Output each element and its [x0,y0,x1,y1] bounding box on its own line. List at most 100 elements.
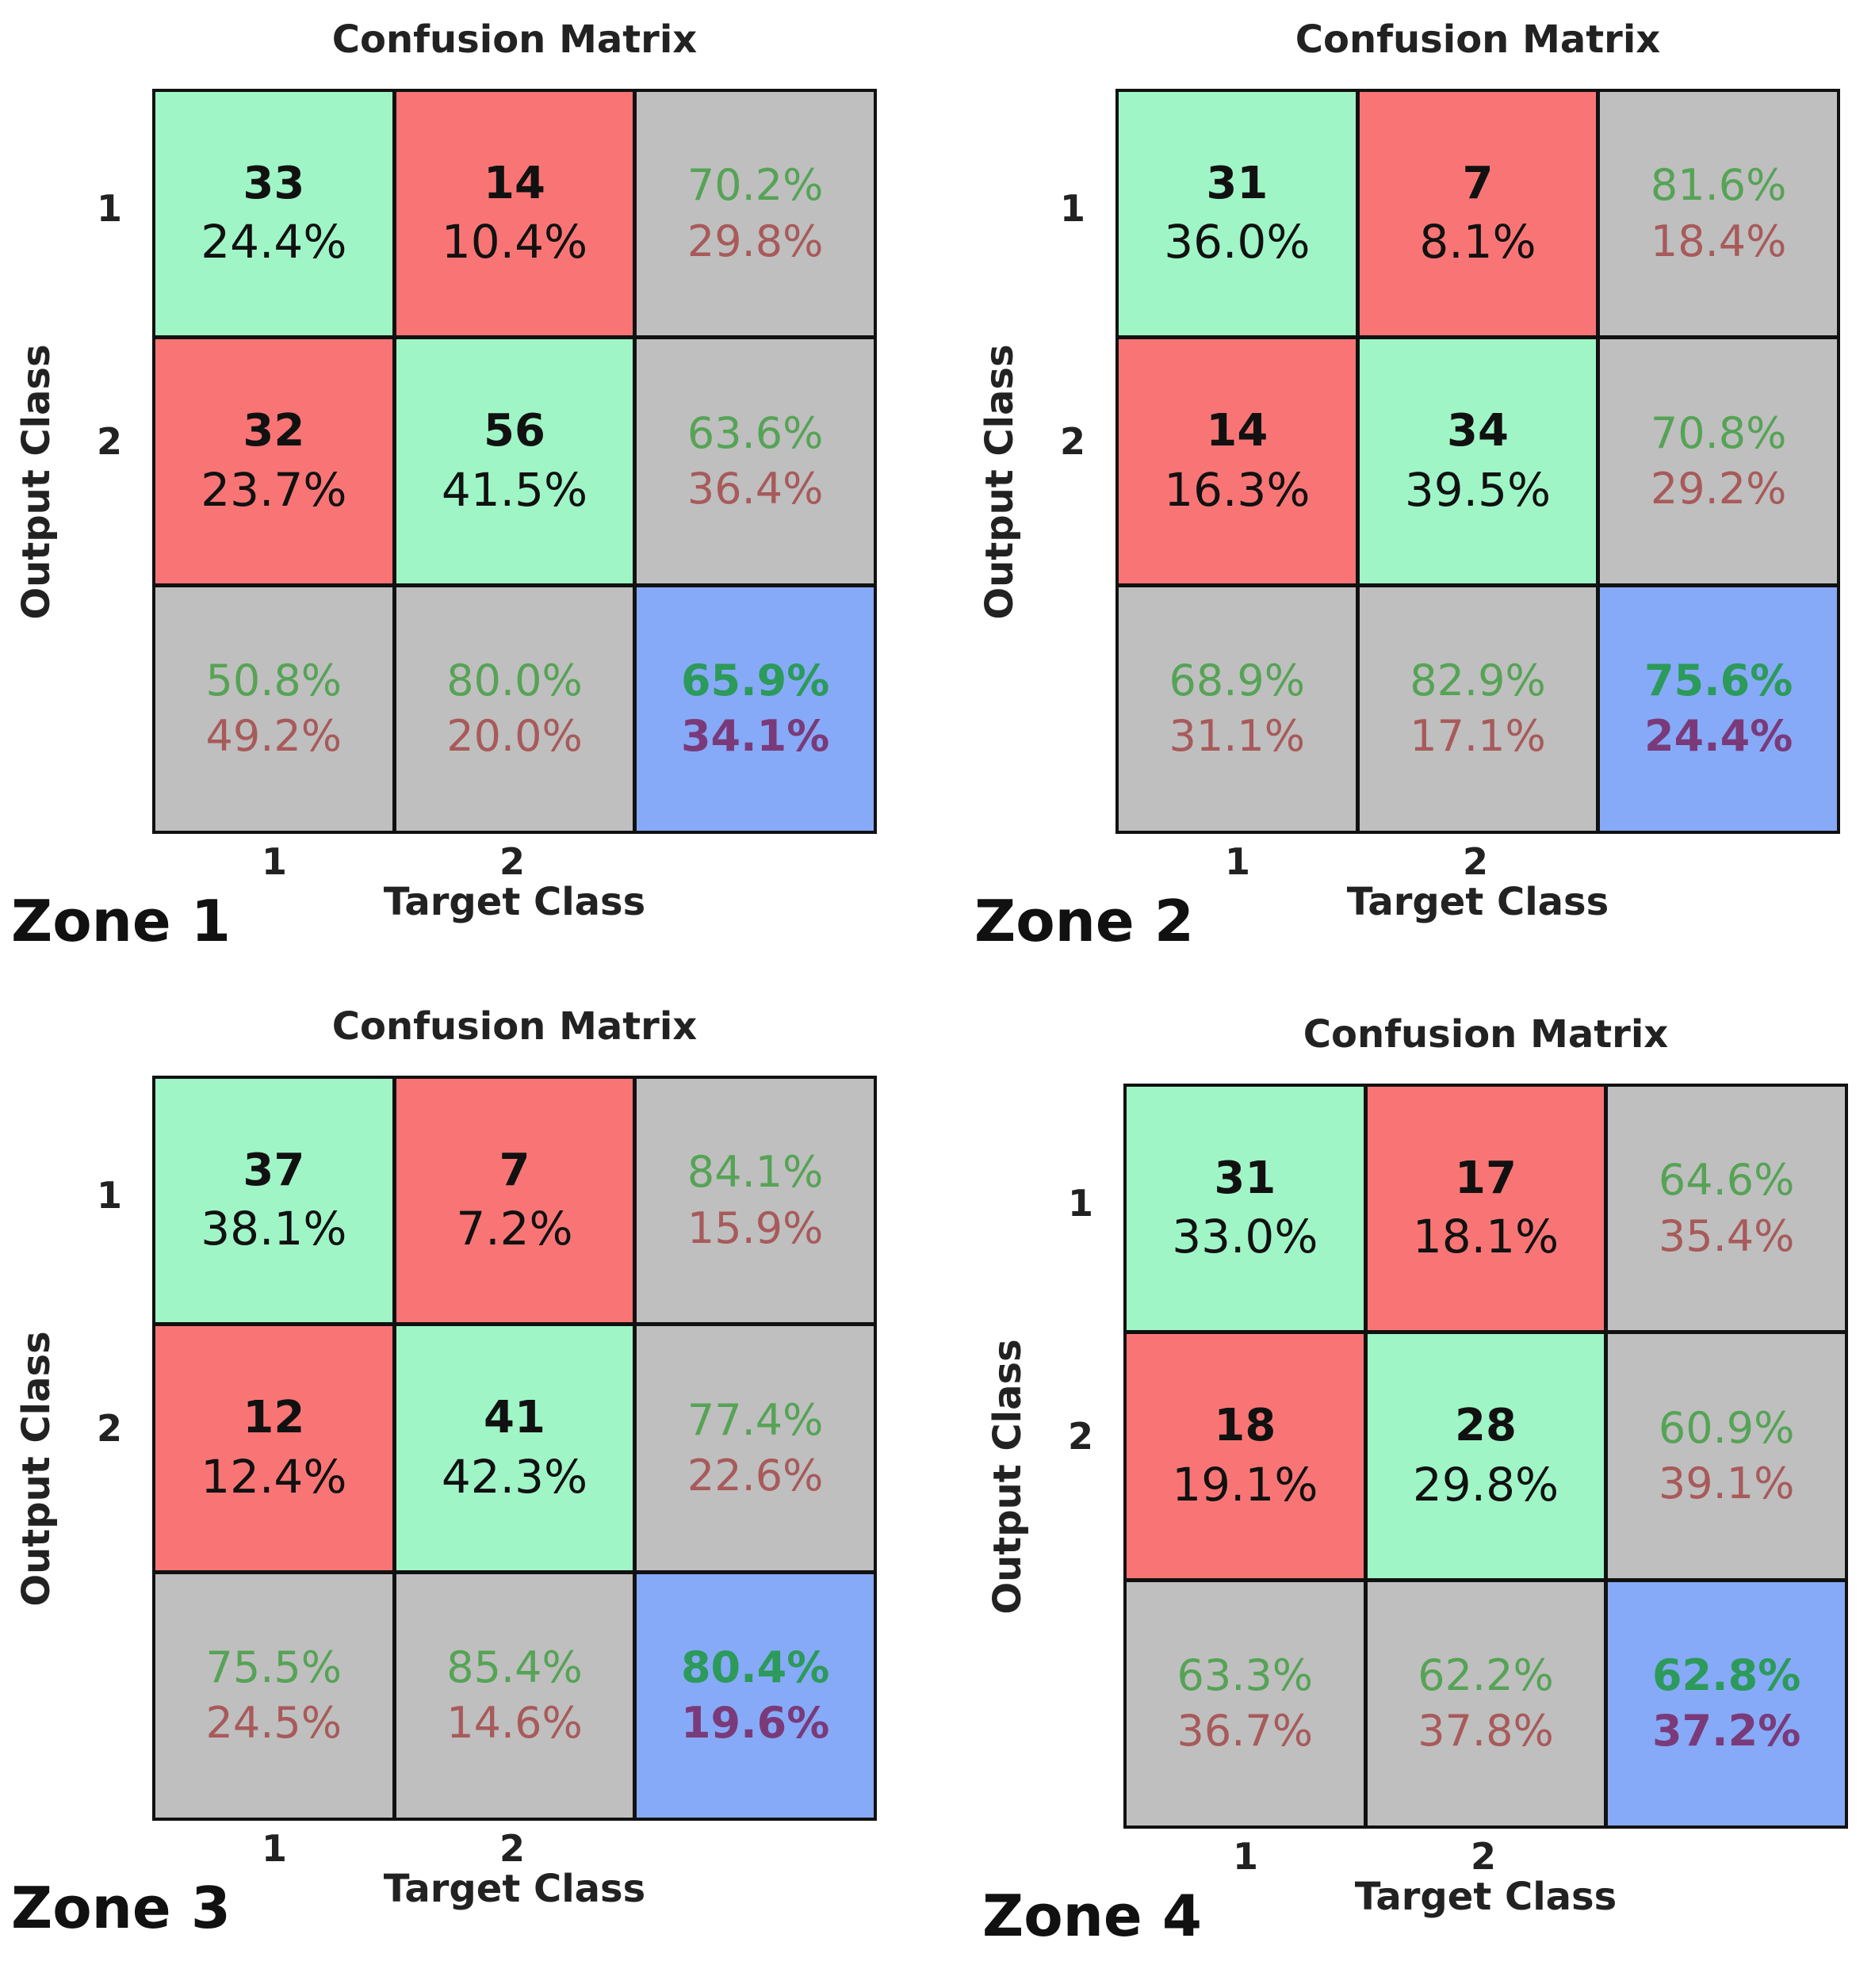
cell-count: 32 [243,404,305,457]
row-summary-cell: 63.6% 36.4% [637,339,874,583]
y-tick-label: 1 [97,1174,123,1217]
error-label: 15.9% [687,1202,824,1253]
cell-count: 12 [243,1391,305,1443]
error-label: 20.0% [446,711,583,762]
cell-percent: 18.1% [1412,1210,1559,1264]
accuracy-label: 77.4% [687,1394,824,1445]
correct-cell: 31 33.0% [1127,1087,1364,1331]
misclassified-cell: 12 12.4% [155,1326,392,1570]
y-tick-label: 2 [97,1407,123,1450]
correct-cell: 33 24.4% [155,92,392,336]
accuracy-label: 75.5% [205,1642,342,1693]
accuracy-label: 70.8% [1650,407,1787,458]
column-summary-cell: 63.3% 36.7% [1127,1581,1364,1826]
chart-title: Confusion Matrix [1303,1012,1669,1057]
row-summary-cell: 84.1% 15.9% [637,1079,874,1323]
overall-error: 19.6% [680,1698,830,1749]
chart-title: Confusion Matrix [1295,17,1661,62]
zone-label: Zone 2 [974,888,1194,954]
cell-count: 31 [1206,157,1268,209]
matrix-grid: 31 33.0% 17 18.1% 64.6% 35.4% 18 19.1% 28 29.8% 60… [1123,1084,1848,1829]
cell-count: 14 [484,157,545,209]
x-axis-label: Target Class [383,1867,646,1911]
error-label: 35.4% [1658,1210,1795,1261]
error-label: 36.7% [1177,1706,1314,1757]
cell-percent: 39.5% [1404,462,1552,517]
row-summary-cell: 81.6% 18.4% [1600,92,1837,336]
cell-percent: 19.1% [1172,1457,1318,1512]
error-label: 29.2% [1650,463,1787,514]
cell-count: 31 [1214,1152,1276,1204]
x-tick-label: 2 [499,1827,526,1870]
y-tick-label: 2 [1060,420,1086,463]
x-tick-label: 1 [1233,1835,1259,1878]
error-label: 29.8% [687,216,824,266]
misclassified-cell: 17 18.1% [1367,1087,1605,1331]
correct-cell: 34 39.5% [1359,339,1597,583]
column-summary-cell: 85.4% 14.6% [396,1573,633,1818]
matrix-grid: 31 36.0% 7 8.1% 81.6% 18.4% 14 16.3% 34 39.5% 70.8… [1115,89,1840,834]
column-summary-cell: 68.9% 31.1% [1119,587,1356,831]
zone-label: Zone 3 [11,1875,231,1941]
cell-count: 14 [1206,404,1268,457]
accuracy-label: 64.6% [1658,1155,1795,1206]
error-label: 49.2% [205,711,342,762]
misclassified-cell: 32 23.7% [155,339,392,583]
cell-count: 33 [243,157,305,209]
cell-count: 28 [1455,1399,1517,1451]
correct-cell: 31 36.0% [1119,92,1356,336]
chart-title: Confusion Matrix [331,1004,698,1049]
cell-percent: 24.4% [201,215,347,270]
chart-title: Confusion Matrix [331,17,698,62]
error-label: 39.1% [1658,1458,1795,1508]
cell-count: 18 [1214,1399,1276,1451]
correct-cell: 28 29.8% [1367,1334,1605,1578]
x-tick-label: 1 [262,1827,288,1870]
cell-count: 37 [243,1144,305,1196]
error-label: 31.1% [1169,711,1306,762]
overall-cell: 75.6% 24.4% [1600,587,1837,831]
confusion-matrix-panel: Confusion Matrix 33 24.4% 14 10.4% 70.2% 29.8%… [0,0,936,991]
row-summary-cell: 60.9% 39.1% [1608,1334,1845,1578]
confusion-matrix-panel: Confusion Matrix 37 38.1% 7 7.2% 84.1% 15.9% 12… [0,987,936,1978]
y-tick-label: 1 [1068,1182,1094,1225]
misclassified-cell: 14 16.3% [1119,339,1356,583]
misclassified-cell: 7 7.2% [396,1079,633,1323]
error-label: 36.4% [687,463,824,514]
error-label: 22.6% [687,1450,824,1501]
error-label: 24.5% [205,1698,342,1749]
correct-cell: 41 42.3% [396,1326,633,1570]
y-axis-label: Output Class [985,1339,1030,1615]
overall-accuracy: 75.6% [1643,656,1793,706]
misclassified-cell: 14 10.4% [396,92,633,336]
confusion-matrix-panel: Confusion Matrix 31 36.0% 7 8.1% 81.6% 18.4% 14… [963,0,1875,991]
accuracy-label: 81.6% [1650,160,1787,211]
overall-cell: 65.9% 34.1% [637,587,874,831]
overall-accuracy: 65.9% [680,656,830,706]
cell-count: 7 [499,1144,530,1196]
zone-label: Zone 4 [982,1883,1202,1949]
cell-percent: 7.2% [456,1202,573,1256]
cell-percent: 29.8% [1412,1457,1559,1512]
cell-percent: 10.4% [441,215,588,270]
matrix-grid: 33 24.4% 14 10.4% 70.2% 29.8% 32 23.7% 56 41.5% 63… [152,89,877,834]
cell-percent: 16.3% [1164,462,1311,517]
misclassified-cell: 7 8.1% [1359,92,1597,336]
column-summary-cell: 75.5% 24.5% [155,1573,392,1818]
x-tick-label: 1 [262,840,288,883]
accuracy-label: 62.2% [1418,1650,1554,1701]
accuracy-label: 82.9% [1410,656,1546,706]
accuracy-label: 60.9% [1658,1402,1795,1453]
row-summary-cell: 77.4% 22.6% [637,1326,874,1570]
cell-count: 56 [484,404,545,457]
cell-count: 34 [1447,404,1509,457]
accuracy-label: 70.2% [687,160,824,211]
zone-label: Zone 1 [11,888,231,954]
x-axis-label: Target Class [1354,1875,1617,1919]
cell-percent: 38.1% [201,1202,347,1256]
confusion-matrix-panel: Confusion Matrix 31 33.0% 17 18.1% 64.6% 35.4%… [971,995,1875,1986]
overall-error: 24.4% [1643,711,1793,762]
column-summary-cell: 82.9% 17.1% [1359,587,1597,831]
x-axis-label: Target Class [1346,880,1609,924]
error-label: 14.6% [446,1698,583,1749]
